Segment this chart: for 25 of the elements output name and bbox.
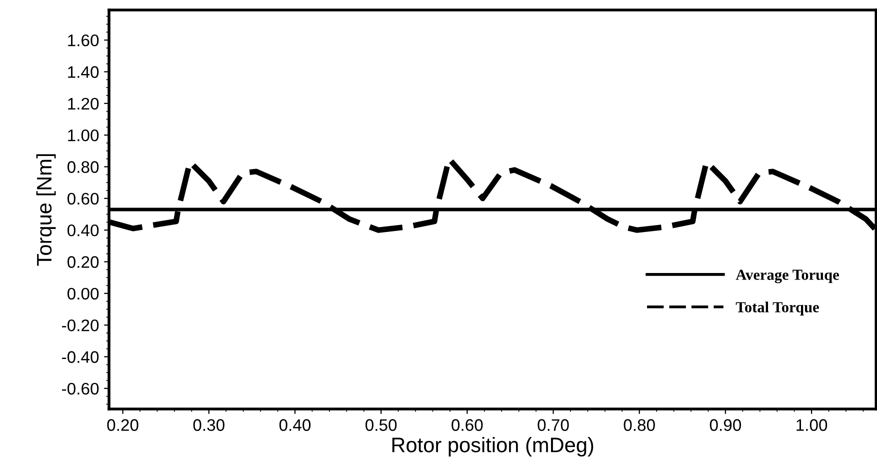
x-tick-label: 0.70 bbox=[538, 419, 569, 431]
legend-label: Total Torque bbox=[736, 302, 819, 316]
x-tick-label: 1.00 bbox=[796, 419, 828, 431]
y-tick-label: 0.80 bbox=[67, 161, 99, 173]
y-tick-label: -0.20 bbox=[62, 319, 99, 332]
x-tick-label: 0.80 bbox=[624, 419, 655, 431]
y-tick-label: -0.40 bbox=[62, 351, 99, 363]
y-tick-label: 0.60 bbox=[67, 192, 99, 205]
x-tick-label: 0.90 bbox=[710, 419, 742, 431]
y-tick-label: 0.20 bbox=[67, 256, 99, 268]
x-tick-label: 0.60 bbox=[452, 419, 483, 431]
y-tick-label: 1.40 bbox=[68, 66, 99, 78]
y-tick-label: 1.60 bbox=[68, 34, 99, 46]
y-tick-label: -0.60 bbox=[62, 382, 99, 395]
x-tick-label: 0.50 bbox=[366, 419, 397, 431]
y-tick-label: 1.20 bbox=[68, 98, 99, 110]
y-tick-label: 0.00 bbox=[67, 288, 99, 300]
x-tick-label: 0.30 bbox=[193, 419, 224, 431]
x-tick-label: 0.40 bbox=[279, 419, 311, 431]
y-tick-label: 1.00 bbox=[68, 129, 99, 142]
y-tick-label: 0.40 bbox=[67, 224, 99, 236]
x-tick-label: 0.20 bbox=[107, 419, 138, 431]
legend-label: Average Toruqe bbox=[736, 270, 839, 284]
x-axis-title: Rotor position (mDeg) bbox=[392, 437, 594, 456]
y-axis-title: Torque [Nm] bbox=[36, 154, 56, 266]
